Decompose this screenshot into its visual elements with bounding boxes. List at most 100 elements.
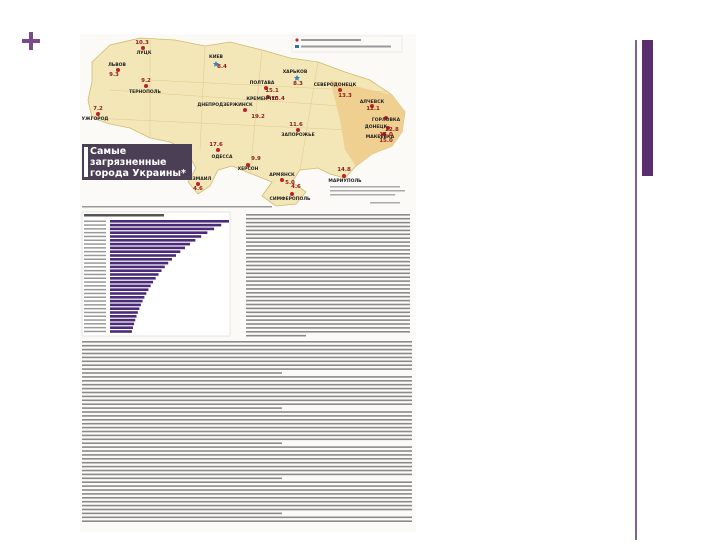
city-value: 12.1 bbox=[366, 106, 380, 112]
scan-bar bbox=[110, 227, 215, 231]
scan-bar-label bbox=[84, 266, 106, 268]
scan-bar bbox=[110, 239, 196, 242]
text-line bbox=[82, 450, 412, 452]
text-line bbox=[246, 299, 410, 302]
city-value: 9.2 bbox=[141, 78, 151, 84]
city-value: 9.9 bbox=[251, 156, 261, 162]
city-dot bbox=[246, 163, 250, 167]
city-dot bbox=[342, 174, 346, 178]
text-line bbox=[246, 331, 410, 333]
scan-bar bbox=[110, 292, 147, 295]
text-line bbox=[246, 256, 410, 259]
city-value: 9.3 bbox=[109, 72, 119, 78]
text-line bbox=[246, 295, 410, 298]
text-line bbox=[82, 434, 412, 437]
text-line bbox=[82, 422, 412, 425]
text-line bbox=[82, 520, 412, 522]
side-bar bbox=[642, 40, 653, 176]
city-value: 15.0 bbox=[379, 138, 393, 144]
text-line bbox=[82, 438, 412, 441]
scan-bar-label bbox=[84, 231, 106, 234]
title: Самые загрязненные города Украины* bbox=[90, 146, 186, 179]
text-line bbox=[246, 225, 410, 228]
text-line bbox=[246, 327, 410, 329]
text-line bbox=[246, 260, 410, 263]
text-line bbox=[246, 241, 410, 243]
scan-bar-label bbox=[84, 235, 106, 238]
scan-bar bbox=[110, 273, 159, 276]
city-name: МАРИУПОЛЬ bbox=[328, 178, 362, 184]
city-value: 15.1 bbox=[265, 88, 279, 94]
text-line bbox=[246, 229, 410, 232]
scan-bar-label bbox=[84, 323, 106, 325]
scan-bar bbox=[110, 296, 145, 299]
scan-bar-label bbox=[84, 330, 106, 333]
city-name: СИМФЕРОПОЛЬ bbox=[270, 196, 312, 202]
scan-bar-label bbox=[84, 254, 106, 257]
text-line bbox=[82, 399, 412, 402]
scan-bar bbox=[110, 265, 165, 269]
scan-bar bbox=[110, 269, 162, 272]
text-line bbox=[82, 500, 412, 503]
oblast-borders bbox=[91, 40, 401, 175]
scan-bar bbox=[110, 254, 177, 257]
city-name: ПОЛТАВА bbox=[250, 80, 275, 86]
text-line bbox=[82, 348, 412, 351]
text-line bbox=[82, 407, 282, 409]
city-value: 19.2 bbox=[251, 114, 265, 120]
donbass-region bbox=[330, 80, 405, 166]
city-name: КИЕВ bbox=[209, 54, 224, 60]
city-dot bbox=[280, 178, 284, 182]
city-star bbox=[294, 75, 300, 81]
city-value: 7.2 bbox=[93, 106, 103, 112]
text-line bbox=[246, 264, 410, 267]
scan-bar-label bbox=[84, 247, 106, 249]
text-line bbox=[82, 368, 412, 370]
text-line bbox=[82, 387, 412, 390]
scan-bar-label bbox=[84, 224, 106, 226]
text-line bbox=[82, 341, 412, 343]
scan-bar-label bbox=[84, 285, 106, 287]
scan-bar-label bbox=[84, 277, 106, 279]
city-name: ДНЕПРОДЗЕРЖИНСК bbox=[197, 102, 253, 108]
scan-bar-label bbox=[84, 292, 106, 295]
city-dot bbox=[370, 104, 374, 108]
scan-bar bbox=[110, 231, 208, 234]
map-legend bbox=[291, 35, 403, 53]
text-line bbox=[246, 245, 410, 247]
text-line bbox=[82, 403, 412, 405]
scan-bar-label bbox=[84, 288, 106, 291]
city-dot bbox=[96, 112, 100, 116]
map-note bbox=[330, 186, 405, 204]
scan-bar-label bbox=[84, 326, 106, 329]
text-line bbox=[246, 214, 410, 216]
text-line bbox=[82, 360, 412, 363]
city-name: АРМЯНСК bbox=[269, 172, 295, 178]
text-line bbox=[82, 504, 412, 507]
scan-bar-label bbox=[84, 315, 106, 317]
city-name: ЗАПОРОЖЬЕ bbox=[281, 132, 314, 138]
text-line bbox=[246, 303, 410, 306]
text-line bbox=[82, 344, 412, 347]
city-name: ГОРЛОВКА bbox=[372, 117, 401, 123]
city-dot bbox=[338, 88, 342, 92]
scan-bar bbox=[110, 242, 190, 246]
scan-bar bbox=[110, 280, 154, 284]
scan-bar bbox=[110, 311, 138, 314]
city-dot bbox=[386, 126, 390, 130]
city-dot bbox=[264, 86, 268, 90]
scan-bar-label bbox=[84, 300, 106, 302]
text-line bbox=[246, 280, 410, 282]
city-dot bbox=[243, 108, 247, 112]
text-line bbox=[246, 276, 410, 278]
scan-bar bbox=[110, 284, 151, 288]
scan-bar-label bbox=[84, 250, 106, 253]
scan-bar bbox=[110, 277, 156, 280]
scan-bar-label bbox=[84, 319, 106, 321]
scan-bar-label bbox=[84, 304, 106, 306]
scan-bar bbox=[110, 307, 140, 310]
text-line bbox=[246, 272, 410, 275]
text-line bbox=[246, 233, 410, 236]
scan-bar-label bbox=[84, 273, 106, 276]
text-line bbox=[82, 372, 282, 374]
